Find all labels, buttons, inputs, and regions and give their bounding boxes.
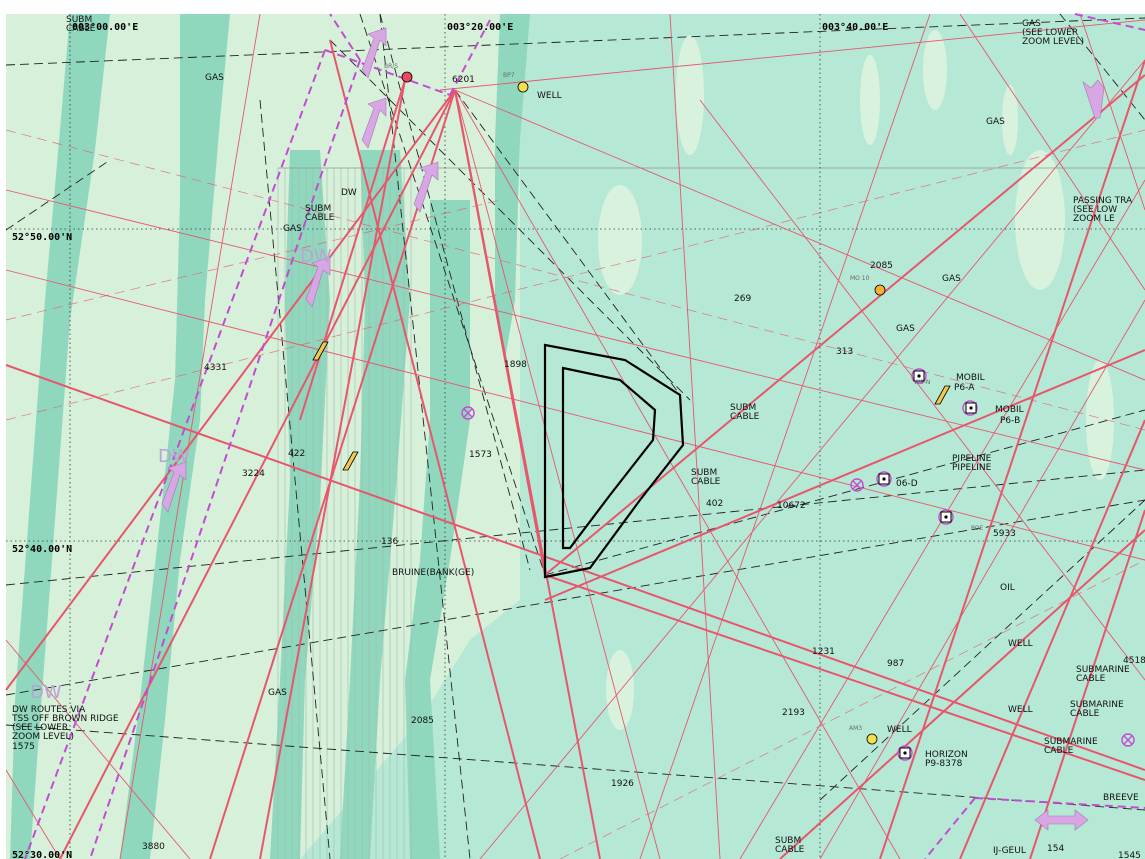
map-label-dw-big-2: DW — [158, 446, 190, 467]
map-label-br-s: BR/S — [384, 63, 398, 70]
map-label-n3880: 3880 — [142, 842, 165, 852]
map-label-p06d: 06-D — [896, 479, 918, 489]
map-label-ijgeul: IJ-GEUL — [993, 846, 1026, 856]
tss-arrows — [161, 27, 1105, 831]
map-label-n6201: 6201 — [452, 75, 475, 85]
map-label-oil: OIL — [1000, 583, 1015, 593]
well-markers — [401, 71, 886, 745]
map-label-n1926: 1926 — [611, 779, 634, 789]
map-label-submarine-3: SUBMARINE CABLE — [1044, 737, 1098, 756]
map-label-subm-cable-left: SUBM CABLE — [305, 204, 335, 223]
coordinate-labels: 003°00.00'E 003°20.00'E 003°40.00'E 52°5… — [12, 22, 888, 859]
platform-dots — [882, 374, 973, 755]
faint-routes — [5, 129, 1145, 859]
map-label-n313: 313 — [836, 347, 853, 357]
map-label-n2085-b: 2085 — [411, 716, 434, 726]
map-label-n1231: 1231 — [812, 647, 835, 657]
map-label-n4331: 4331 — [204, 363, 227, 373]
map-label-dw-big-1: DW — [300, 246, 332, 267]
lat-label-3: 52°30.00'N — [12, 850, 72, 859]
map-label-pipeline: PIPELINE PIPELINE — [952, 454, 992, 473]
map-label-gas-r2: GAS — [942, 274, 961, 284]
map-label-n1573: 1573 — [469, 450, 492, 460]
bruine-bank-zone — [543, 343, 685, 579]
map-label-submarine-2: SUBMARINE CABLE — [1070, 700, 1124, 719]
map-label-n2085-r: 2085 — [870, 261, 893, 271]
map-label-n987: 987 — [887, 659, 904, 669]
map-label-well-top: WELL — [537, 91, 562, 101]
thin-routes — [5, 13, 1145, 859]
map-label-mobil-2: MOBIL — [995, 405, 1024, 415]
map-label-p6a: P6-A — [954, 383, 975, 393]
map-label-well-r: WELL — [1008, 639, 1033, 649]
map-label-well-r2: WELL — [1008, 705, 1033, 715]
lat-label-2: 52°40.00'N — [12, 544, 72, 555]
shoal-light-patches — [598, 30, 1114, 730]
map-label-dw-1: DW — [341, 188, 357, 198]
map-label-n422: 422 — [288, 449, 305, 459]
map-label-mobil-1: MOBIL — [956, 373, 985, 383]
map-label-n2193: 2193 — [782, 708, 805, 718]
map-label-gas-see-lower: GAS (SEE LOWER ZOOM LEVEL) — [1022, 19, 1084, 47]
map-label-gas-top-left: GAS — [205, 73, 224, 83]
map-label-n4518: 4518 — [1123, 656, 1145, 666]
lon-label-1: 003°00.00'E — [72, 22, 138, 33]
map-label-subm-cable-b: SUBM CABLE — [775, 836, 805, 855]
map-label-breeve: BREEVE — [1103, 793, 1139, 803]
map-label-gas-b: GAS — [268, 688, 287, 698]
map-label-n154: 154 — [1047, 844, 1064, 854]
map-label-n1575: 1575 — [12, 742, 35, 752]
map-label-bp7: BP7 — [503, 72, 515, 79]
map-label-passing: PASSING TRA (SEE LOW ZOOM LE — [1073, 196, 1133, 224]
tss-boundaries — [24, 13, 1145, 859]
map-label-gas-r3: GAS — [896, 324, 915, 334]
map-label-n10672: 10672 — [777, 501, 806, 511]
traffic-lanes — [5, 39, 1145, 859]
map-label-poe: POE — [971, 525, 983, 532]
map-label-n269: 269 — [734, 294, 751, 304]
map-label-gas-left2: GAS — [283, 224, 302, 234]
map-label-n5933: 5933 — [993, 529, 1016, 539]
lon-label-2: 003°20.00'E — [447, 22, 513, 33]
map-label-bruine: BRUINE(BANK(GE) — [392, 568, 474, 578]
map-label-subm-cable-top: SUBM CABLE — [66, 15, 96, 34]
map-label-horizon: HORIZON P9-8378 — [925, 750, 968, 769]
lon-label-3: 003°40.00'E — [822, 22, 888, 33]
map-label-n1545: 1545 — [1118, 851, 1141, 859]
beacon-markers — [312, 341, 951, 471]
map-label-n1898: 1898 — [504, 360, 527, 370]
map-label-subm-cable-c: SUBM CABLE — [730, 403, 760, 422]
map-label-am3: AM3 — [849, 725, 862, 732]
platform-markers — [461, 368, 1135, 761]
map-label-well-r3: WELL — [887, 725, 912, 735]
cables — [5, 13, 1145, 859]
map-label-dw-routes: DW ROUTES VIA TSS OFF BROWN RIDGE (SEE LOW… — [11, 705, 119, 742]
map-label-n3224: 3224 — [242, 469, 265, 479]
map-label-p6b: P6-B — [1000, 416, 1020, 426]
map-label-n136: 136 — [381, 537, 398, 547]
map-label-ws-n: WS-N — [914, 379, 930, 386]
map-label-mo10: MO 10 — [850, 275, 870, 282]
map-label-n402: 402 — [706, 499, 723, 509]
map-label-submarine-1: SUBMARINE CABLE — [1076, 665, 1130, 684]
map-label-dw-big-3: DW — [30, 682, 62, 703]
map-label-subm-cable-c2: SUBM CABLE — [691, 468, 721, 487]
lat-label-1: 52°50.00'N — [12, 232, 72, 243]
map-label-gas-right: GAS — [986, 117, 1005, 127]
